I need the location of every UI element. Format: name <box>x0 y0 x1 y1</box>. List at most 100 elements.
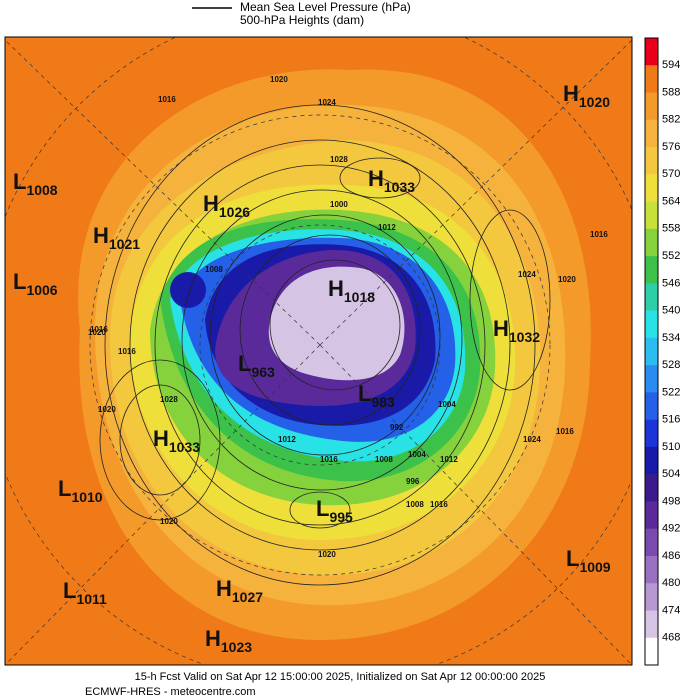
contour-label: 1020 <box>160 517 178 526</box>
center-value: 1009 <box>579 559 610 575</box>
contour-label: 1016 <box>158 95 176 104</box>
colorbar-cell <box>645 119 658 148</box>
pressure-center: L1011 <box>63 578 107 607</box>
colorbar-cell <box>645 65 658 93</box>
colorbar-label: 486 <box>662 550 680 562</box>
colorbar-label: 528 <box>662 359 680 371</box>
colorbar-cell <box>645 583 658 611</box>
colorbar-label: 498 <box>662 495 680 507</box>
center-value: 1032 <box>509 329 540 345</box>
colorbar-label: 558 <box>662 223 680 235</box>
colorbar-label: 468 <box>662 632 680 644</box>
colorbar-cell <box>645 501 658 529</box>
colorbar-cell <box>645 528 658 557</box>
pressure-center: L1010 <box>58 476 103 505</box>
contour-label: 1020 <box>88 328 106 337</box>
colorbar-cell <box>645 474 658 502</box>
colorbar-frame <box>644 37 659 666</box>
colorbar-cell <box>645 228 658 257</box>
colorbar-cell <box>645 174 658 202</box>
colorbar-cell <box>645 610 658 639</box>
colorbar-cell <box>645 256 658 284</box>
colorbar-label: 588 <box>662 86 680 98</box>
contour-label: 1012 <box>378 223 396 232</box>
footer-line2: ECMWF-HRES - meteocentre.com <box>85 686 256 698</box>
contour-label: 1004 <box>438 400 456 409</box>
pressure-center: L1008 <box>13 169 58 198</box>
colorbar-cell <box>645 337 658 366</box>
colorbar-label: 540 <box>662 305 680 317</box>
colorbar-cell <box>645 446 658 475</box>
colorbar-label: 570 <box>662 168 680 180</box>
colorbar-label: 516 <box>662 414 680 426</box>
contour-label: 1020 <box>318 550 336 559</box>
center-value: 1008 <box>26 182 57 198</box>
pressure-center: H1032 <box>493 316 540 345</box>
center-value: 1020 <box>579 94 610 110</box>
center-value: 1026 <box>219 204 250 220</box>
contour-label: 1012 <box>278 435 296 444</box>
colorbar-cell <box>645 92 658 121</box>
center-type: H <box>216 576 232 601</box>
center-type: L <box>63 578 76 603</box>
pressure-center: L1006 <box>13 269 58 298</box>
contour-label: 1028 <box>330 155 348 164</box>
contour-label: 1020 <box>270 75 288 84</box>
center-value: 983 <box>371 394 395 410</box>
center-value: 1010 <box>71 489 102 505</box>
center-value: 1033 <box>384 179 415 195</box>
colorbar-label: 582 <box>662 114 680 126</box>
pressure-center: L995 <box>316 496 353 525</box>
center-value: 1011 <box>76 591 107 607</box>
colorbar-label: 534 <box>662 332 680 344</box>
colorbar-cell <box>645 392 658 420</box>
colorbar-label: 492 <box>662 523 680 535</box>
pressure-center: H1027 <box>216 576 263 605</box>
contour-label: 1020 <box>98 405 116 414</box>
center-type: L <box>13 269 26 294</box>
contour-label: 1024 <box>518 270 536 279</box>
map-field <box>5 37 632 665</box>
center-type: H <box>153 426 169 451</box>
colorbar-label: 576 <box>662 141 680 153</box>
center-type: L <box>316 496 329 521</box>
colorbar-cell <box>645 201 658 230</box>
contour-label: 1008 <box>205 265 223 274</box>
contour-label: 1016 <box>118 347 136 356</box>
colorbar-label: 480 <box>662 577 680 589</box>
colorbar-cell <box>645 555 658 584</box>
colorbar-label: 510 <box>662 441 680 453</box>
center-value: 1027 <box>232 589 263 605</box>
center-type: L <box>238 351 251 376</box>
contour-label: 1016 <box>320 455 338 464</box>
contour-label: 1016 <box>556 427 574 436</box>
colorbar-cell <box>645 283 658 311</box>
contour-label: 1028 <box>160 395 178 404</box>
contour-label: 1016 <box>590 230 608 239</box>
map-frame <box>4 36 633 666</box>
center-type: H <box>203 191 219 216</box>
center-type: H <box>205 626 221 651</box>
contour-label: 1008 <box>375 455 393 464</box>
center-value: 1023 <box>221 639 252 655</box>
center-type: H <box>493 316 509 341</box>
center-value: 1006 <box>26 282 57 298</box>
pressure-center: H1018 <box>328 276 375 305</box>
pressure-center: H1020 <box>563 81 610 110</box>
contour-label: 1004 <box>408 450 426 459</box>
pressure-center: H1026 <box>203 191 250 220</box>
contour-label: 1000 <box>330 200 348 209</box>
colorbar-cell <box>645 38 658 66</box>
colorbar-label: 474 <box>662 604 680 616</box>
pressure-center: L963 <box>238 351 275 380</box>
contour-label: 996 <box>406 477 420 486</box>
contour-label: 1024 <box>523 435 541 444</box>
contour-label: 1008 <box>406 500 424 509</box>
contour-label: 1016 <box>90 325 108 334</box>
center-type: H <box>93 223 109 248</box>
center-type: L <box>358 381 371 406</box>
contour-label: 1024 <box>318 98 336 107</box>
center-type: H <box>563 81 579 106</box>
center-type: H <box>368 166 384 191</box>
